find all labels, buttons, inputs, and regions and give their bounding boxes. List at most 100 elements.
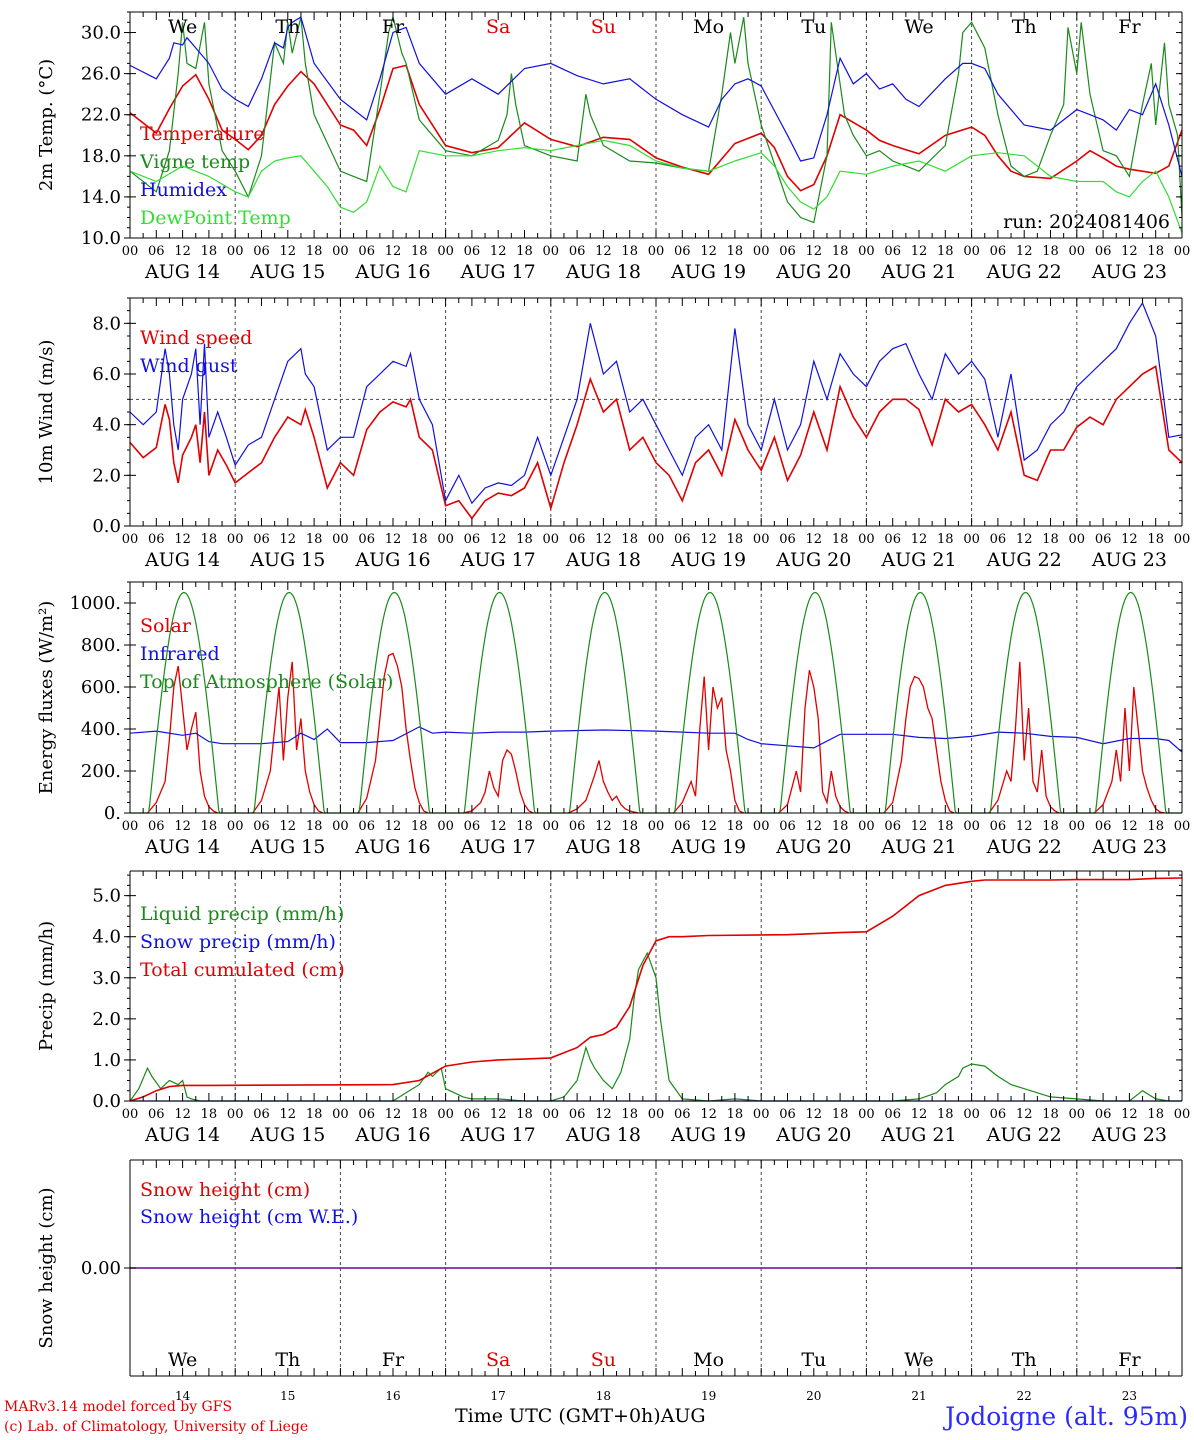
y-axis-label: Snow height (cm)	[36, 1187, 57, 1348]
y-tick-label: 0.0	[92, 516, 121, 537]
hour-tick-label: 06	[779, 532, 796, 547]
hour-tick-label: 00	[648, 532, 665, 547]
hour-tick-label: 06	[464, 819, 481, 834]
y-tick-label: 1000.	[69, 593, 121, 614]
hour-tick-label: 12	[911, 244, 928, 259]
hour-tick-label: 12	[385, 532, 402, 547]
hour-tick-label: 06	[674, 819, 691, 834]
hour-tick-label: 12	[1121, 532, 1138, 547]
hour-tick-label: 18	[201, 532, 218, 547]
hour-tick-label: 00	[122, 1107, 139, 1122]
hour-tick-label: 00	[437, 532, 454, 547]
hour-tick-label: 06	[253, 244, 270, 259]
hour-tick-label: 00	[1174, 244, 1191, 259]
hour-tick-label: 00	[858, 244, 875, 259]
hour-tick-label: 18	[621, 819, 638, 834]
hour-tick-label: 00	[753, 819, 770, 834]
series-solar-day	[883, 675, 955, 814]
hour-tick-label: 12	[490, 1107, 507, 1122]
hour-tick-label: 18	[411, 244, 428, 259]
date-label: AUG 22	[986, 836, 1062, 858]
legend-snow-height-cm-w-e: Snow height (cm W.E.)	[140, 1206, 358, 1228]
hour-tick-label: 00	[543, 819, 560, 834]
y-tick-label: 30.0	[81, 23, 121, 44]
hour-tick-label: 00	[227, 532, 244, 547]
date-label: AUG 17	[460, 549, 536, 571]
y-tick-label: 4.0	[92, 927, 121, 948]
date-label: AUG 14	[144, 836, 220, 858]
hour-tick-label: 18	[937, 532, 954, 547]
hour-tick-label: 18	[937, 1107, 954, 1122]
hour-tick-label: 18	[516, 819, 533, 834]
hour-tick-label: 06	[990, 244, 1007, 259]
date-label: AUG 17	[460, 261, 536, 283]
hour-tick-label: 06	[1095, 819, 1112, 834]
hour-tick-label: 18	[1042, 819, 1059, 834]
date-label: AUG 16	[354, 1124, 430, 1146]
hour-tick-label: 06	[884, 1107, 901, 1122]
date-label: AUG 16	[354, 549, 430, 571]
date-label: AUG 22	[986, 1124, 1062, 1146]
weekday-label: We	[904, 16, 933, 38]
legend-wind-gust: Wind gust	[140, 355, 238, 377]
hour-tick-label: 00	[227, 819, 244, 834]
hour-tick-label: 00	[753, 244, 770, 259]
hour-tick-label: 18	[832, 244, 849, 259]
hour-tick-label: 18	[1147, 1107, 1164, 1122]
hour-tick-label: 06	[464, 244, 481, 259]
hour-tick-label: 00	[543, 1107, 560, 1122]
hour-tick-label: 00	[858, 819, 875, 834]
series-infrared	[129, 726, 1183, 753]
weekday-label: Tu	[801, 1349, 826, 1371]
hour-tick-label: 12	[806, 1107, 823, 1122]
series-solar-day	[1093, 686, 1165, 814]
series-solar-day	[252, 661, 324, 814]
hour-tick-label: 00	[1069, 819, 1086, 834]
panel-2: Wind speed Wind gust 0.0 2.0 4.0 6.0 8.0 10m Wi…	[36, 297, 1190, 571]
credit-model: MARv3.14 model forced by GFS	[4, 1399, 233, 1415]
hour-tick-label: 12	[385, 819, 402, 834]
series-wind-gust	[129, 301, 1183, 505]
hour-tick-label: 18	[621, 1107, 638, 1122]
series-dewpoint-temp	[129, 139, 1183, 234]
hour-tick-label: 00	[858, 532, 875, 547]
hour-tick-label: 12	[1016, 1107, 1033, 1122]
hour-tick-label: 00	[437, 1107, 454, 1122]
y-tick-label: 1.0	[92, 1050, 121, 1071]
date-label: AUG 14	[144, 1124, 220, 1146]
legend-wind-speed: Wind speed	[140, 327, 252, 349]
date-label: AUG 14	[144, 261, 220, 283]
legend-temperature: Temperature	[140, 123, 264, 145]
hour-tick-label: 12	[700, 532, 717, 547]
series-solar-day	[147, 665, 218, 814]
date-label: AUG 17	[460, 1124, 536, 1146]
day-number-label: 23	[1122, 1389, 1137, 1403]
date-label: AUG 15	[249, 549, 325, 571]
date-label: AUG 21	[880, 836, 956, 858]
y-tick-label: 8.0	[92, 313, 121, 334]
legend-snow-precip-mm-h: Snow precip (mm/h)	[140, 931, 336, 953]
hour-tick-label: 00	[122, 244, 139, 259]
hour-tick-label: 18	[621, 532, 638, 547]
hour-tick-label: 00	[122, 819, 139, 834]
hour-tick-label: 06	[464, 1107, 481, 1122]
weekday-label: Mo	[693, 1349, 724, 1371]
hour-tick-label: 06	[1095, 1107, 1112, 1122]
hour-tick-label: 18	[832, 819, 849, 834]
hour-tick-label: 06	[464, 532, 481, 547]
date-label: AUG 21	[880, 261, 956, 283]
hour-tick-label: 12	[806, 819, 823, 834]
hour-tick-label: 18	[516, 244, 533, 259]
hour-tick-label: 00	[122, 532, 139, 547]
date-label: AUG 15	[249, 1124, 325, 1146]
hour-tick-label: 12	[280, 1107, 297, 1122]
legend-humidex: Humidex	[140, 179, 227, 201]
panel-3: Solar Infrared Top of Atmosphere (Solar) 0.…	[36, 581, 1190, 858]
series-solar-day	[778, 670, 850, 814]
credit-lab: (c) Lab. of Climatology, University of L…	[4, 1419, 309, 1435]
date-label: AUG 18	[565, 261, 641, 283]
weekday-label: Th	[1012, 1349, 1037, 1371]
y-tick-label: 0.	[104, 803, 121, 824]
hour-tick-label: 12	[595, 244, 612, 259]
